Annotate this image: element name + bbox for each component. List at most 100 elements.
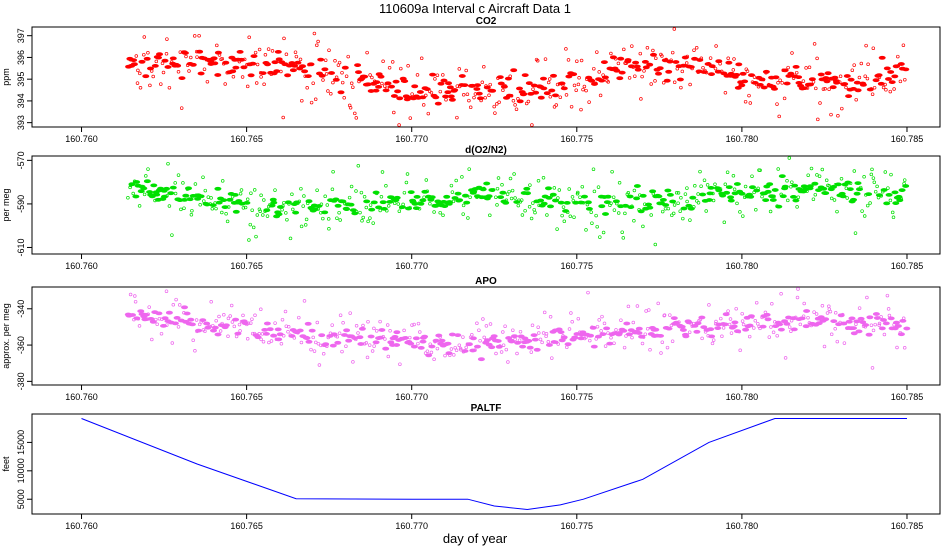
apo-data-point [473,344,481,349]
d-o2-n2-data-point [902,178,907,182]
co2-data-point [446,85,454,90]
co2-data-point [307,62,315,67]
d-o2-n2-data-point [358,210,362,215]
apo-data-point [648,348,652,352]
x-axis-label: day of year [442,531,508,546]
co2-data-point [467,98,471,103]
d-o2-n2-data-point [417,201,425,206]
apo-data-point [892,320,900,325]
co2-data-point [429,72,437,77]
apo-data-point [318,333,326,338]
d-o2-n2-data-point [220,210,224,215]
apo-x-tick-label: 160.770 [395,392,428,402]
co2-data-point [776,81,780,85]
d-o2-n2-data-point [591,167,596,171]
co2-data-point [333,59,337,63]
co2-data-point [263,53,268,57]
d-o2-n2-data-point [562,219,567,224]
apo-data-point [238,329,242,333]
apo-data-point [567,327,572,331]
co2-data-point [701,65,705,70]
co2-data-point [664,57,668,62]
d-o2-n2-data-point [766,182,774,187]
co2-data-point [135,81,140,85]
co2-data-point [429,90,434,95]
co2-data-point [438,89,443,94]
co2-data-point [284,52,289,57]
d-o2-n2-data-point [454,178,458,183]
co2-data-point [250,54,258,59]
d-o2-n2-data-point [405,172,410,176]
co2-data-point [266,47,271,51]
co2-data-point [844,85,848,90]
co2-data-point [838,74,843,79]
d-o2-n2-data-point [334,203,342,208]
d-o2-n2-data-point [585,206,593,211]
paltf-x-tick-label: 160.765 [230,521,263,531]
d-o2-n2-data-point [428,195,436,200]
co2-data-point [884,88,888,92]
co2-data-point [872,78,880,83]
d-o2-n2-data-point [245,197,250,202]
co2-data-point [530,123,534,127]
co2-data-point [588,79,596,83]
apo-data-point [217,314,221,319]
co2-data-point [205,79,210,84]
co2-data-point [432,95,440,100]
apo-data-point [843,321,848,326]
apo-data-point [283,309,288,314]
d-o2-n2-data-point [231,192,239,197]
paltf-y-axis-label: feet [1,456,11,472]
d-o2-n2-x-tick-label: 160.760 [65,261,98,271]
co2-data-point [645,46,650,50]
d-o2-n2-data-point [251,225,256,230]
d-o2-n2-data-point [853,191,861,196]
apo-data-point [481,317,485,321]
d-o2-n2-data-point [545,195,553,200]
co2-data-point [772,75,780,80]
apo-data-point [211,325,219,330]
d-o2-n2-data-point [201,175,205,179]
co2-data-point [305,86,309,90]
d-o2-n2-data-point [488,213,492,218]
apo-data-point [530,333,538,338]
apo-data-point [531,337,539,342]
co2-data-point [577,76,581,80]
co2-panel-title: CO2 [476,16,497,27]
co2-data-point [807,65,812,70]
apo-data-point [849,326,857,331]
d-o2-n2-data-point [568,214,573,219]
co2-data-point [661,81,666,85]
apo-data-point [548,315,553,319]
co2-data-point [444,90,452,95]
d-o2-n2-data-point [649,213,653,217]
apo-data-point [245,337,250,341]
apo-data-point [641,335,646,339]
d-o2-n2-data-point [680,206,688,211]
d-o2-n2-data-point [718,187,723,191]
apo-data-point [670,339,675,343]
apo-data-point [309,347,313,352]
apo-data-point [777,327,785,332]
apo-data-point [812,310,816,314]
apo-data-point [461,335,465,339]
d-o2-n2-data-point [380,206,388,211]
co2-data-point [257,47,262,52]
apo-data-point [317,363,322,367]
co2-y-tick-label: 396 [16,50,26,65]
co2-x-tick-label: 160.770 [395,134,428,144]
co2-data-point [883,82,887,87]
d-o2-n2-data-point [206,195,211,199]
d-o2-n2-data-point [839,194,847,199]
d-o2-n2-data-point [596,185,601,189]
apo-data-point [504,347,509,352]
apo-data-point [885,293,890,298]
d-o2-n2-data-point [182,193,190,198]
d-o2-n2-data-point [546,204,554,209]
d-o2-n2-data-point [505,192,510,196]
co2-data-point [189,55,193,60]
co2-data-point [214,73,222,77]
paltf-panel-title: PALTF [471,403,502,414]
co2-data-point [887,70,895,74]
d-o2-n2-data-point [595,224,599,229]
